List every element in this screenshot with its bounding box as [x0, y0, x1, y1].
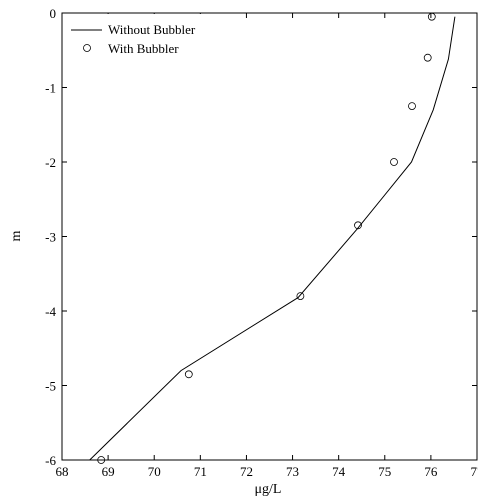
x-tick-label: 73 — [286, 464, 299, 479]
y-tick-label: -5 — [45, 379, 56, 394]
data-point — [427, 12, 436, 21]
y-tick-label: -1 — [45, 81, 56, 96]
legend-marker-swatch — [83, 44, 91, 52]
legend-label-without-bubbler: Without Bubbler — [108, 22, 196, 37]
y-tick-label: -4 — [45, 304, 56, 319]
y-tick-label: 0 — [50, 6, 57, 21]
y-axis-title: m — [9, 230, 24, 241]
data-point — [408, 102, 416, 110]
plot-area — [61, 12, 478, 461]
x-axis-title: μg/L — [255, 482, 282, 496]
x-tick-label: 74 — [332, 464, 346, 479]
x-tick-label: 75 — [378, 464, 391, 479]
data-point — [184, 370, 193, 379]
data-point — [390, 158, 398, 166]
x-tick-label: 68 — [56, 464, 69, 479]
x-tick-label: 77 — [471, 464, 478, 479]
x-tick-label: 70 — [148, 464, 161, 479]
x-tick-label: 71 — [194, 464, 207, 479]
x-tick-label: 72 — [240, 464, 253, 479]
y-tick-label: -6 — [45, 453, 56, 468]
data-point — [354, 221, 362, 230]
legend: Without Bubbler With Bubbler — [63, 14, 211, 58]
legend-box — [63, 14, 211, 58]
legend-label-with-bubbler: With Bubbler — [108, 41, 179, 56]
data-point — [97, 456, 106, 464]
x-tick-label: 76 — [424, 464, 438, 479]
data-point — [296, 292, 305, 301]
y-tick-label: -2 — [45, 155, 56, 170]
x-tick-label: 69 — [102, 464, 115, 479]
series-line-0 — [89, 16, 456, 461]
data-point — [423, 53, 432, 62]
y-tick-label: -3 — [45, 230, 56, 245]
